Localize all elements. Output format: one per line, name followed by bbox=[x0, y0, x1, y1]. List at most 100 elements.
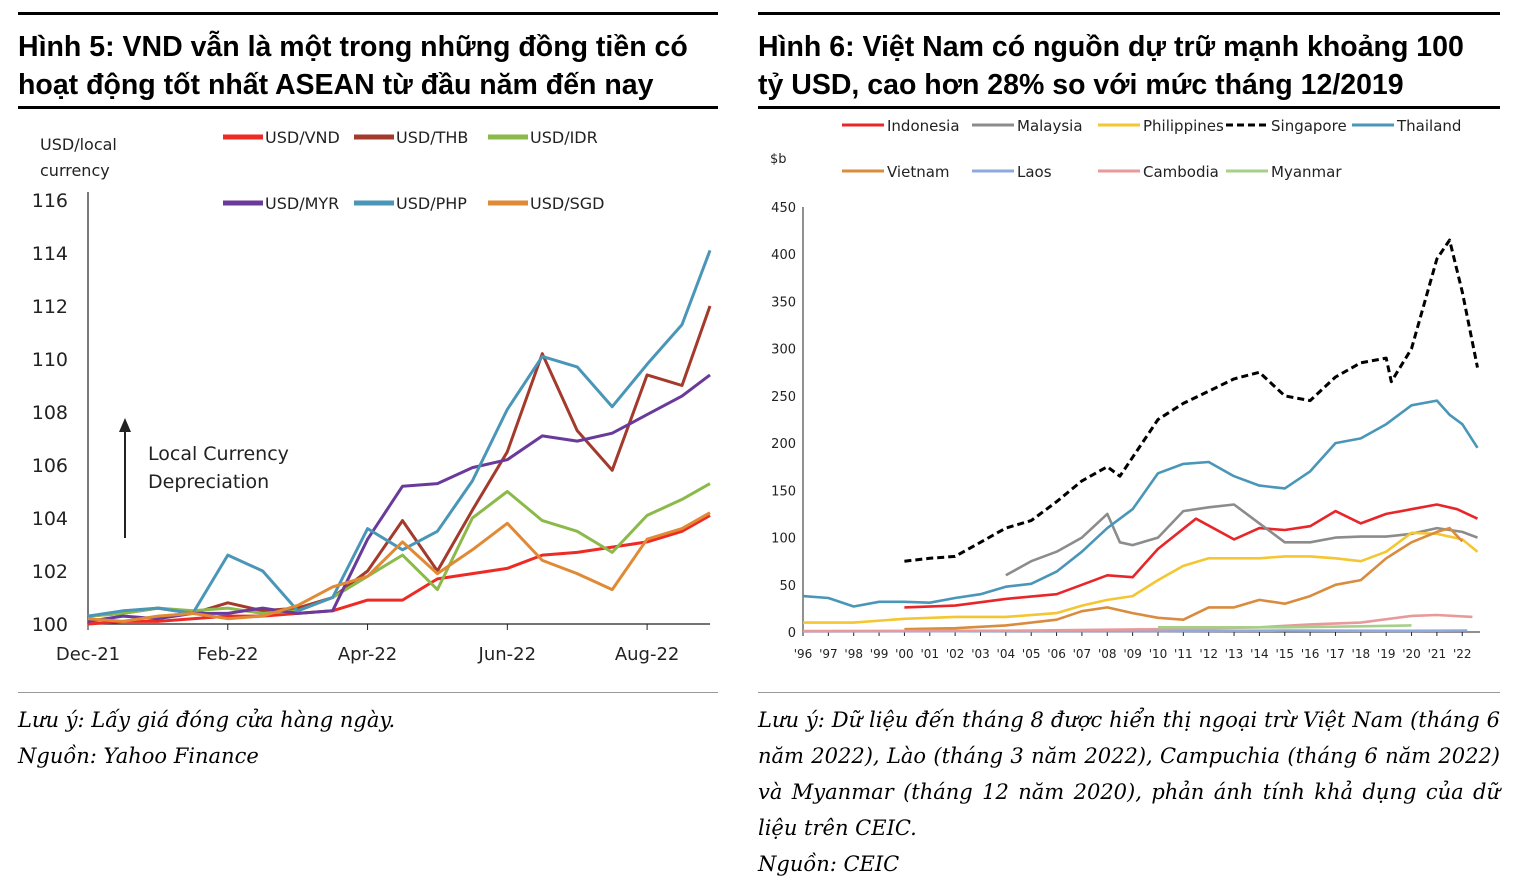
series-line-thailand bbox=[802, 399, 1479, 608]
x-tick-label: '14 bbox=[1250, 647, 1269, 661]
x-tick-label: '97 bbox=[819, 647, 838, 661]
figure-5-panel: Hình 5: VND vẫn là một trong những đồng … bbox=[18, 0, 718, 890]
figure-6-source: Nguồn: CEIC bbox=[758, 852, 900, 876]
x-tick-label: '07 bbox=[1073, 647, 1092, 661]
x-tick-label: '02 bbox=[946, 647, 965, 661]
x-tick-label: '98 bbox=[844, 647, 863, 661]
x-tick-label: '22 bbox=[1453, 647, 1472, 661]
x-tick-label: Apr-22 bbox=[338, 644, 397, 665]
reserves-line-chart: Indonesia Malaysia Philippines Singapore Tha… bbox=[770, 117, 1480, 661]
title-top-rule bbox=[758, 12, 1500, 15]
legend-label-usd-php: USD/PHP bbox=[396, 194, 467, 213]
series-line-indonesia bbox=[904, 503, 1479, 609]
x-tick-label: '17 bbox=[1326, 647, 1345, 661]
x-tick-label: '15 bbox=[1275, 647, 1294, 661]
series-line-philippines bbox=[803, 531, 1479, 624]
y-tick-label: 450 bbox=[771, 201, 796, 216]
legend-label-laos: Laos bbox=[1017, 163, 1052, 181]
y-tick-label: 250 bbox=[771, 390, 796, 405]
title-top-rule bbox=[18, 12, 718, 15]
y-tick-label: 116 bbox=[32, 190, 68, 212]
legend-label-usd-sgd: USD/SGD bbox=[530, 194, 604, 213]
figure-6-title-line1: Hình 6: Việt Nam có nguồn dự trữ mạnh kh… bbox=[758, 31, 1464, 63]
figure-5-notes: Lưu ý: Lấy giá đóng cửa hàng ngày. Nguồn… bbox=[18, 702, 718, 774]
figure-5-title-line1: Hình 5: VND vẫn là một trong những đồng … bbox=[18, 31, 688, 63]
x-tick-label: '00 bbox=[895, 647, 914, 661]
y-tick-label: 112 bbox=[32, 296, 68, 318]
y-tick-label: 200 bbox=[771, 437, 796, 452]
annotation-line1: Local Currency bbox=[148, 443, 289, 465]
y-tick-label: 106 bbox=[32, 455, 68, 477]
y-tick-label: 110 bbox=[32, 349, 68, 371]
series-line-vietnam bbox=[904, 526, 1464, 631]
legend-label-usd-vnd: USD/VND bbox=[265, 128, 340, 147]
x-tick-label: '16 bbox=[1301, 647, 1320, 661]
series-line-myanmar bbox=[1158, 624, 1412, 629]
x-tick-label: '99 bbox=[870, 647, 889, 661]
series-line-cambodia bbox=[802, 613, 1473, 633]
series-line-usd-sgd bbox=[87, 511, 711, 623]
x-tick-label: '20 bbox=[1402, 647, 1421, 661]
figure-6-note: Lưu ý: Dữ liệu đến tháng 8 được hiển thị… bbox=[758, 708, 1500, 840]
legend-label-usd-thb: USD/THB bbox=[396, 128, 468, 147]
x-tick-label: '13 bbox=[1225, 647, 1244, 661]
figure-5-source: Nguồn: Yahoo Finance bbox=[18, 744, 259, 768]
x-tick-label: Feb-22 bbox=[197, 644, 258, 665]
fx-line-chart: USD/local currency 100 102 104 106 108 110 112 11… bbox=[32, 128, 712, 665]
series-line-usd-idr bbox=[87, 482, 711, 618]
title-bottom-rule bbox=[18, 106, 718, 109]
x-tick-label: '21 bbox=[1428, 647, 1447, 661]
figure-6-title-line2: tỷ USD, cao hơn 28% so với mức tháng 12/… bbox=[758, 69, 1404, 101]
chart-bottom-rule bbox=[758, 692, 1500, 693]
x-tick-label: '10 bbox=[1149, 647, 1168, 661]
figure-6-title: Hình 6: Việt Nam có nguồn dự trữ mạnh kh… bbox=[758, 28, 1500, 104]
legend-label-malaysia: Malaysia bbox=[1017, 117, 1083, 135]
y-unit-label: $b bbox=[770, 152, 787, 167]
chart-bottom-rule bbox=[18, 692, 718, 693]
title-bottom-rule bbox=[758, 106, 1500, 109]
y-tick-label: 400 bbox=[771, 248, 796, 263]
y-tick-label: 108 bbox=[32, 402, 68, 424]
y-tick-label: 50 bbox=[779, 579, 796, 594]
y-tick-label: 300 bbox=[771, 343, 796, 358]
x-tick-label: Dec-21 bbox=[56, 644, 120, 665]
legend-label-philippines: Philippines bbox=[1143, 117, 1224, 135]
series-line-usd-php bbox=[87, 249, 712, 618]
figure-5-note: Lưu ý: Lấy giá đóng cửa hàng ngày. bbox=[18, 708, 396, 732]
legend-label-usd-idr: USD/IDR bbox=[530, 128, 598, 147]
x-tick-label: '18 bbox=[1352, 647, 1371, 661]
annotation-line2: Depreciation bbox=[148, 471, 269, 493]
figure-6-panel: Hình 6: Việt Nam có nguồn dự trữ mạnh kh… bbox=[758, 0, 1500, 890]
legend-label-indonesia: Indonesia bbox=[887, 117, 960, 135]
legend-label-usd-myr: USD/MYR bbox=[265, 194, 339, 213]
y-tick-label: 0 bbox=[788, 626, 796, 641]
y-tick-label: 104 bbox=[32, 508, 68, 530]
y-tick-label: 100 bbox=[771, 532, 796, 547]
y-axis-label-line1: USD/local bbox=[40, 135, 117, 154]
legend-label-singapore: Singapore bbox=[1271, 117, 1347, 135]
y-tick-label: 114 bbox=[32, 243, 68, 265]
annotation-arrow-head bbox=[119, 418, 131, 432]
x-tick-label: '09 bbox=[1123, 647, 1142, 661]
x-tick-label: '11 bbox=[1174, 647, 1193, 661]
x-tick-label: '05 bbox=[1022, 647, 1041, 661]
x-tick-label: '96 bbox=[794, 647, 813, 661]
legend-label-vietnam: Vietnam bbox=[887, 163, 950, 181]
y-tick-label: 150 bbox=[771, 484, 796, 499]
series-line-usd-vnd bbox=[87, 514, 711, 626]
y-tick-label: 102 bbox=[32, 561, 68, 583]
figure-5-title: Hình 5: VND vẫn là một trong những đồng … bbox=[18, 28, 718, 104]
figure-5-title-line2: hoạt động tốt nhất ASEAN từ đầu năm đến … bbox=[18, 69, 654, 101]
x-tick-label: '12 bbox=[1199, 647, 1218, 661]
y-tick-label: 100 bbox=[32, 614, 68, 636]
x-tick-label: Jun-22 bbox=[478, 644, 537, 665]
figure-6-notes: Lưu ý: Dữ liệu đến tháng 8 được hiển thị… bbox=[758, 702, 1500, 882]
series-line-malaysia bbox=[1005, 503, 1478, 577]
legend-label-thailand: Thailand bbox=[1396, 117, 1461, 135]
x-tick-label: Aug-22 bbox=[615, 644, 680, 665]
x-tick-label: '01 bbox=[920, 647, 939, 661]
x-tick-label: '19 bbox=[1377, 647, 1396, 661]
x-tick-label: '04 bbox=[997, 647, 1016, 661]
y-tick-label: 350 bbox=[771, 295, 796, 310]
legend-label-cambodia: Cambodia bbox=[1143, 163, 1219, 181]
